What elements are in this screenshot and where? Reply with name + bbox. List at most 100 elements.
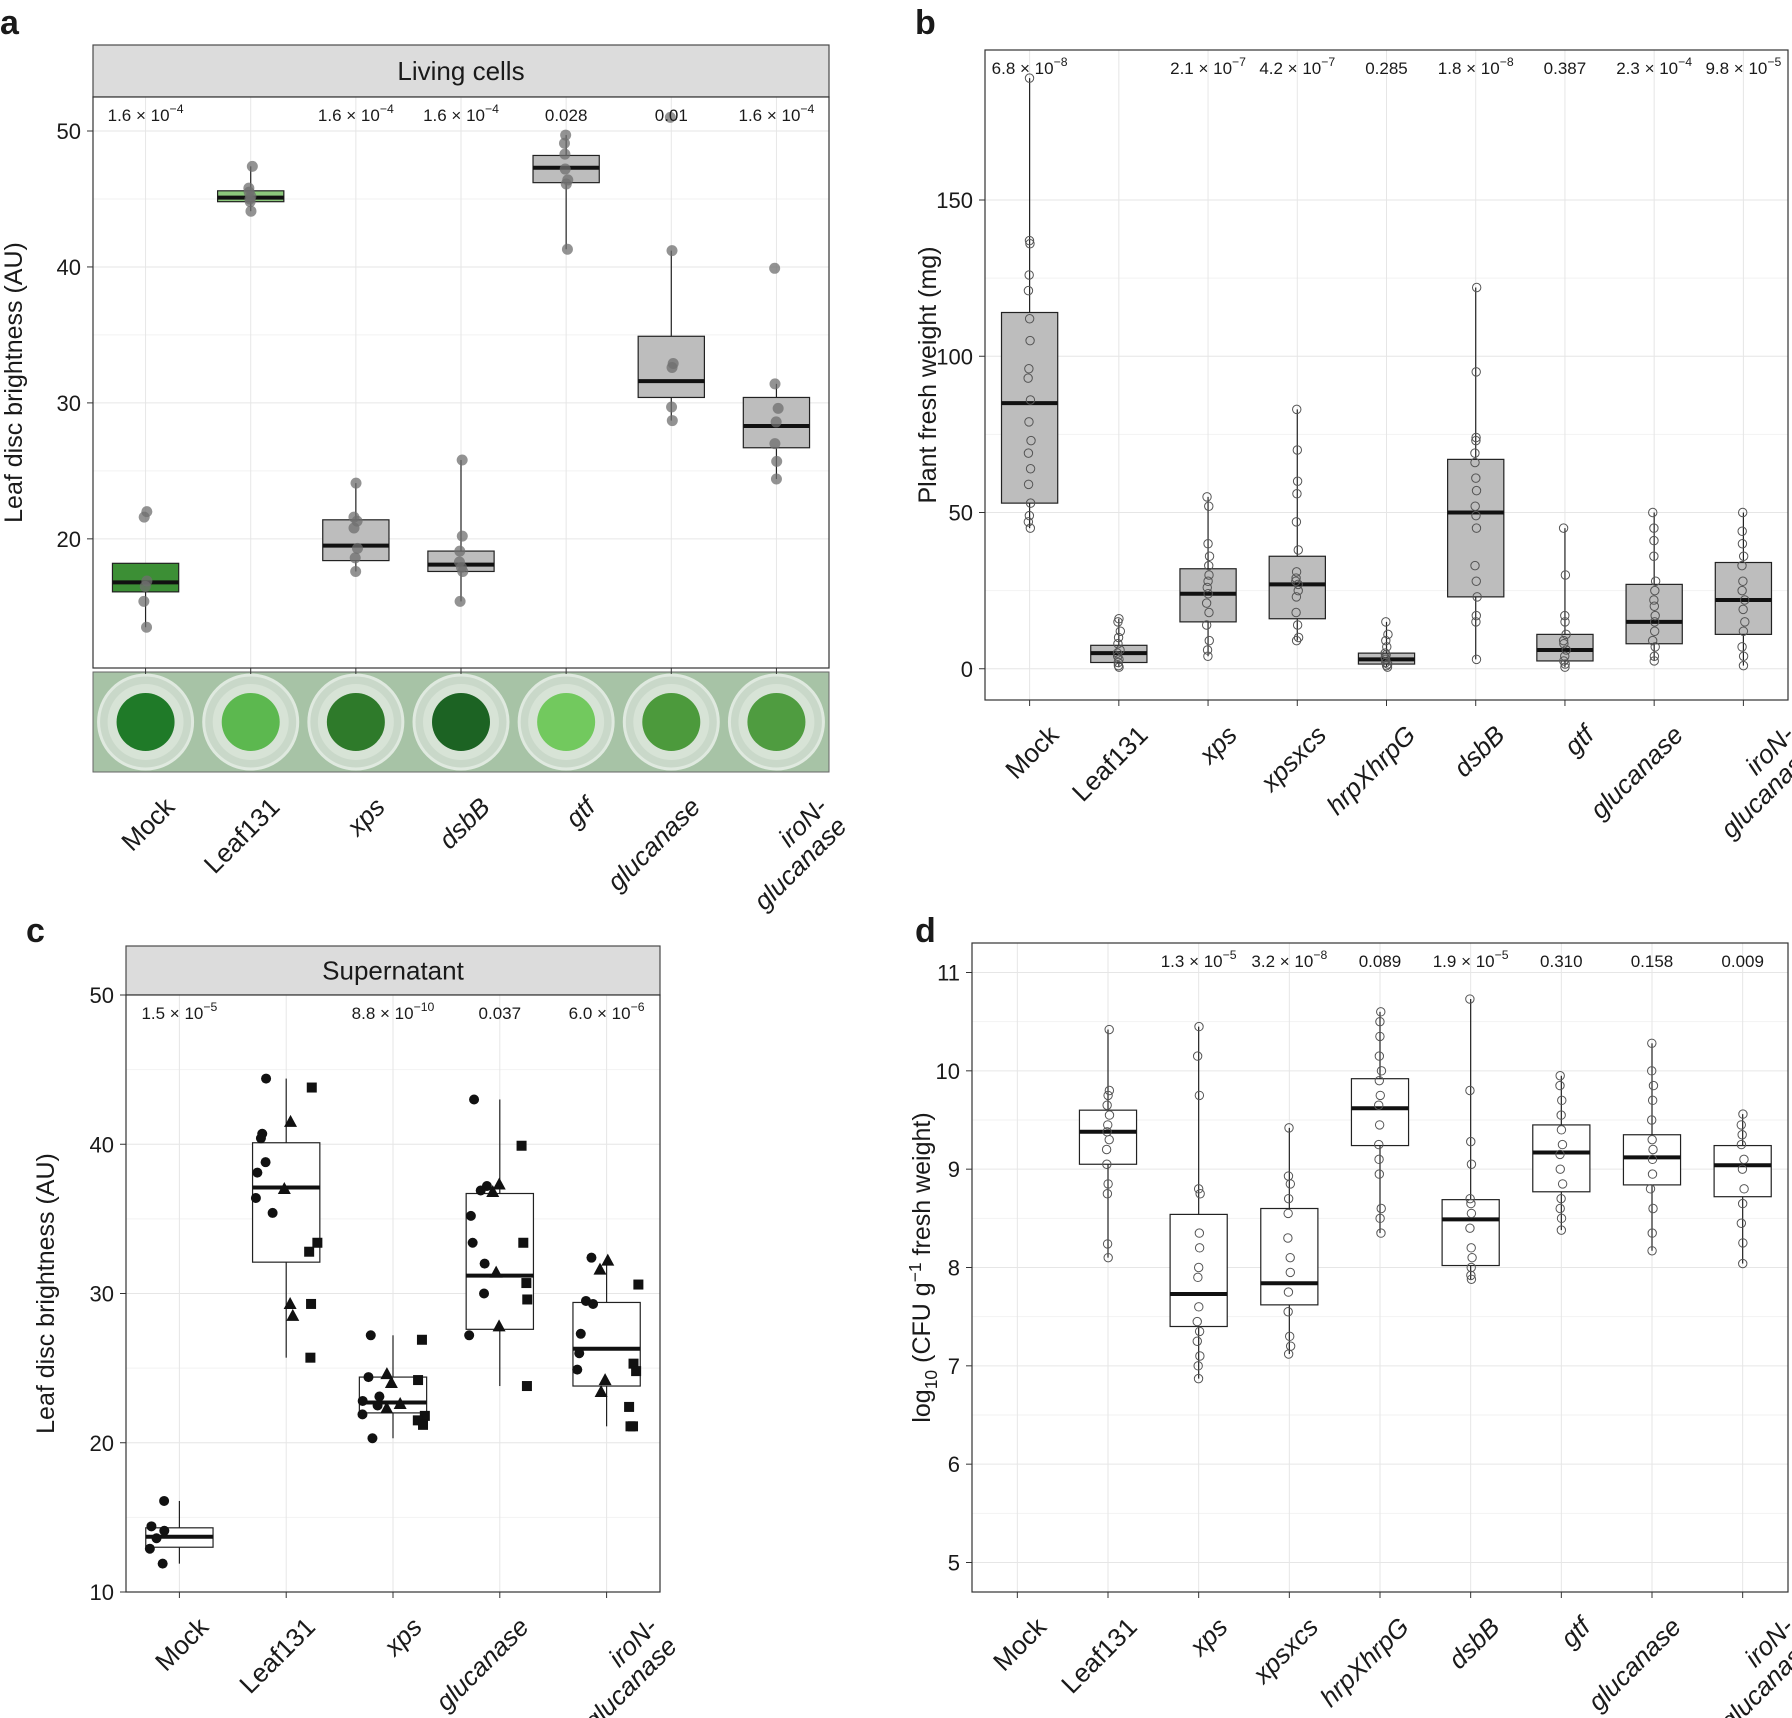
data-point bbox=[1650, 576, 1661, 586]
data-point bbox=[1381, 617, 1391, 627]
data-point-circle bbox=[586, 1252, 597, 1263]
data-point bbox=[1738, 1238, 1748, 1248]
data-point bbox=[1380, 648, 1390, 658]
data-point bbox=[1284, 1123, 1294, 1133]
data-point bbox=[1103, 1090, 1113, 1101]
data-point bbox=[1649, 651, 1660, 661]
data-point-triangle bbox=[594, 1385, 608, 1398]
data-point bbox=[1646, 1115, 1657, 1125]
data-point bbox=[454, 545, 466, 557]
x-tick-label: iroN-glucanase bbox=[1694, 1611, 1792, 1718]
x-tick-label: xpsxcs bbox=[1253, 720, 1332, 799]
data-point-circle bbox=[146, 1521, 157, 1532]
data-point bbox=[1381, 649, 1391, 660]
data-point bbox=[1648, 1203, 1658, 1214]
data-point bbox=[1736, 1120, 1746, 1130]
p-value-label: 0.285 bbox=[1365, 59, 1408, 78]
data-point bbox=[1024, 417, 1034, 427]
data-point bbox=[1192, 1051, 1203, 1061]
data-point bbox=[1557, 1179, 1568, 1189]
data-point bbox=[1737, 507, 1748, 518]
data-point bbox=[666, 245, 678, 257]
leaf-disc bbox=[326, 693, 385, 751]
x-tick-label: glucanase bbox=[1584, 720, 1689, 825]
data-point bbox=[1024, 510, 1035, 521]
y-tick-label: 30 bbox=[90, 1282, 114, 1307]
data-point bbox=[1024, 73, 1035, 83]
data-point bbox=[1195, 1351, 1205, 1361]
data-point bbox=[1115, 626, 1126, 636]
data-point bbox=[1737, 1198, 1748, 1209]
p-value-label: 1.3 × 10−5 bbox=[1161, 948, 1237, 971]
data-point bbox=[456, 530, 468, 542]
data-point bbox=[1383, 629, 1393, 640]
data-point bbox=[1193, 1373, 1204, 1384]
data-point bbox=[1194, 1302, 1204, 1312]
data-point bbox=[1291, 567, 1302, 577]
x-tick-label: xps bbox=[1182, 1612, 1233, 1663]
data-point-circle bbox=[588, 1298, 599, 1309]
data-point bbox=[141, 575, 153, 587]
y-tick-label: 5 bbox=[948, 1551, 960, 1576]
data-point bbox=[1466, 1243, 1476, 1253]
data-point bbox=[769, 438, 781, 450]
data-point bbox=[562, 174, 574, 186]
data-point-square bbox=[413, 1375, 424, 1386]
data-point bbox=[1201, 620, 1212, 630]
y-axis-label: Plant fresh weight (mg) bbox=[914, 246, 942, 503]
box bbox=[1350, 1078, 1410, 1147]
data-point bbox=[1471, 523, 1482, 533]
data-point bbox=[1381, 657, 1391, 668]
data-point bbox=[1560, 610, 1570, 621]
data-point bbox=[1201, 598, 1212, 608]
leaf-disc bbox=[432, 693, 490, 751]
data-point bbox=[1113, 639, 1123, 649]
data-point bbox=[666, 415, 678, 427]
data-point bbox=[1649, 626, 1660, 636]
chart-b: 0 50 100 150 Plant fresh weight (mg) 6.8 × 10… bbox=[914, 49, 1792, 844]
data-point bbox=[1739, 595, 1750, 605]
panel-label-b: b bbox=[915, 4, 936, 42]
p-value-label: 2.1 × 10−7 bbox=[1170, 55, 1246, 78]
data-point-square bbox=[306, 1298, 317, 1309]
x-tick-label: gtf bbox=[1554, 1610, 1598, 1654]
data-point bbox=[1194, 1021, 1204, 1032]
data-point bbox=[1112, 648, 1123, 658]
data-point bbox=[1204, 570, 1214, 580]
data-point bbox=[1466, 1262, 1476, 1273]
x-tick-label: Mock bbox=[987, 1611, 1053, 1677]
p-value-label: 0.387 bbox=[1544, 59, 1587, 78]
x-tick-label: glucanase bbox=[601, 792, 706, 897]
y-tick-label: 6 bbox=[948, 1452, 960, 1477]
x-tick-label: dsbB bbox=[433, 792, 496, 855]
y-tick-label: 40 bbox=[57, 255, 81, 280]
data-point-circle bbox=[255, 1133, 266, 1144]
data-point bbox=[1202, 492, 1212, 502]
data-point bbox=[1024, 314, 1035, 324]
x-tick-label: Leaf131 bbox=[233, 1612, 321, 1700]
data-point-circle bbox=[572, 1364, 583, 1375]
data-point bbox=[1283, 1193, 1294, 1204]
data-point bbox=[1555, 1080, 1565, 1091]
p-value-label: 2.3 × 10−4 bbox=[1616, 55, 1692, 78]
data-point bbox=[1293, 545, 1303, 555]
data-point bbox=[1113, 660, 1124, 671]
data-point bbox=[1555, 1164, 1565, 1174]
data-point bbox=[558, 137, 570, 149]
data-point bbox=[1025, 395, 1036, 405]
y-tick-label: 8 bbox=[948, 1256, 960, 1281]
data-point bbox=[1283, 1171, 1294, 1181]
data-point bbox=[1740, 617, 1750, 627]
data-point bbox=[1736, 1218, 1747, 1228]
y-axis-label: Leaf disc brightness (AU) bbox=[32, 1153, 60, 1434]
data-point bbox=[1471, 367, 1481, 377]
data-point bbox=[1293, 632, 1304, 643]
data-point bbox=[1738, 1109, 1748, 1119]
data-point bbox=[1102, 1159, 1112, 1169]
data-point bbox=[1103, 1252, 1113, 1263]
chart-a: Living cells 20 30 40 50 Leaf disc brightness… bbox=[0, 44, 853, 916]
data-point bbox=[245, 205, 257, 217]
data-point bbox=[1023, 285, 1034, 296]
y-tick-label: 20 bbox=[90, 1431, 114, 1456]
data-point bbox=[1648, 1144, 1658, 1155]
